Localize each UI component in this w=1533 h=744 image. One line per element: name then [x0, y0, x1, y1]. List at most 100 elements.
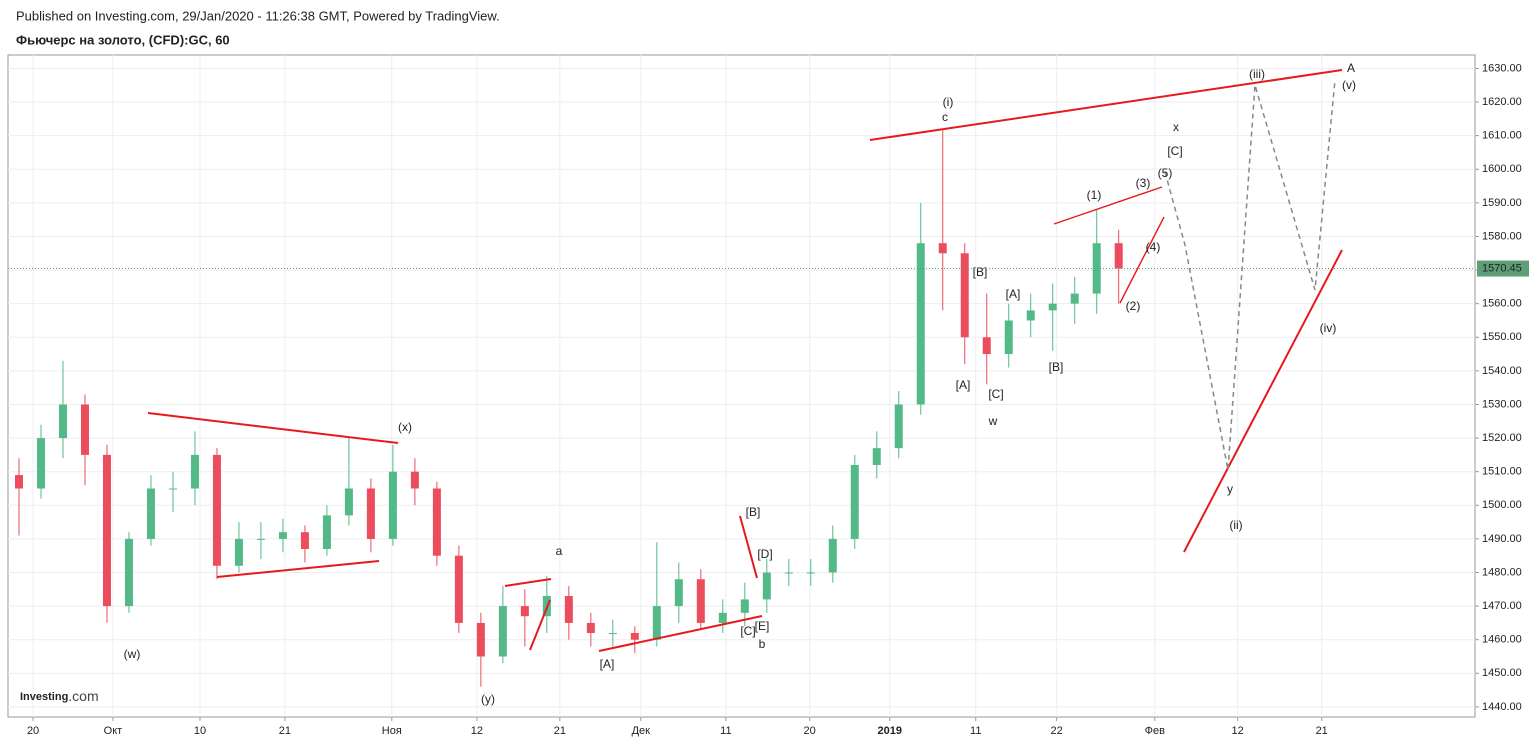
x-tick-label: Ноя — [382, 725, 402, 737]
candle-body — [1114, 243, 1123, 269]
candle-body — [366, 488, 375, 539]
trend-line — [1053, 186, 1163, 225]
x-tick-label: 21 — [554, 725, 566, 737]
logo-suffix: .com — [68, 688, 98, 704]
y-tick-label: 1550.00 — [1482, 331, 1522, 343]
y-tick-label: 1490.00 — [1482, 533, 1522, 545]
y-tick-label: 1530.00 — [1482, 398, 1522, 410]
y-tick-label: 1540.00 — [1482, 365, 1522, 377]
candle-body — [520, 606, 529, 617]
x-tick-label: 21 — [279, 725, 291, 737]
x-tick-label: Окт — [104, 725, 123, 737]
x-tick-label: 2019 — [877, 725, 901, 737]
wave-labels: (w) (x) (y) a b [A] [B] [C] [D] [E] (i)c [B] [A] [C] w… — [124, 61, 1356, 706]
y-tick-label: 1610.00 — [1482, 130, 1522, 142]
projection-path — [1164, 79, 1336, 471]
y-tick-label: 1500.00 — [1482, 499, 1522, 511]
candle-body — [696, 579, 705, 623]
y-tick-label: 1520.00 — [1482, 432, 1522, 444]
candles — [14, 128, 1123, 687]
wave-label: (i) — [943, 95, 954, 109]
candle-body — [146, 488, 155, 539]
wave-label: [A] — [956, 378, 971, 392]
trend-line — [1183, 249, 1343, 553]
wave-label: x — [1173, 120, 1179, 134]
wave-label: [B] — [1049, 360, 1064, 374]
wave-label: (3) — [1136, 176, 1151, 190]
candle-body — [916, 243, 925, 405]
candle-body — [674, 579, 683, 607]
wave-label: y — [1227, 482, 1233, 496]
candle-body — [784, 572, 793, 574]
last-price-label: 1570.45 — [1482, 262, 1522, 274]
wave-label: (4) — [1146, 240, 1161, 254]
published-note: Published on Investing.com, 29/Jan/2020 … — [16, 8, 500, 23]
candle-body — [740, 599, 749, 613]
plot-frame — [7, 54, 1476, 718]
wave-label: [C] — [740, 624, 755, 638]
x-tick-label: 20 — [27, 725, 39, 737]
logo: Investing.com — [20, 688, 99, 704]
wave-label: [C] — [988, 387, 1003, 401]
x-tick-label: 10 — [194, 725, 206, 737]
y-tick-label: 1600.00 — [1482, 163, 1522, 175]
trend-line — [1119, 216, 1165, 304]
candle-body — [168, 488, 177, 490]
y-tick-label: 1450.00 — [1482, 667, 1522, 679]
candle-body — [58, 404, 67, 439]
x-tick-label: 12 — [471, 725, 483, 737]
candle-body — [894, 404, 903, 449]
y-tick-label: 1620.00 — [1482, 96, 1522, 108]
grid — [8, 55, 1475, 717]
y-tick-label: 1480.00 — [1482, 566, 1522, 578]
candle-body — [938, 243, 947, 254]
trend-line — [216, 560, 380, 578]
candle-body — [806, 572, 815, 574]
trend-line — [598, 615, 763, 652]
candle-body — [718, 612, 727, 623]
wave-label: [D] — [757, 547, 772, 561]
trend-line — [504, 578, 552, 587]
candle-body — [1048, 303, 1057, 311]
candle-body — [1026, 310, 1035, 321]
trend-line — [529, 599, 551, 651]
wave-label: (2) — [1126, 299, 1141, 313]
candle-body — [300, 532, 309, 549]
trend-line — [147, 412, 399, 444]
candle-body — [256, 538, 265, 540]
y-tick-label: 1440.00 — [1482, 701, 1522, 713]
x-tick-label: 21 — [1316, 725, 1328, 737]
wave-label: [C] — [1167, 144, 1182, 158]
y-tick-label: 1590.00 — [1482, 197, 1522, 209]
candle-body — [828, 538, 837, 573]
wave-label: (ii) — [1229, 518, 1242, 532]
trend-line — [869, 69, 1343, 141]
candle-body — [278, 532, 287, 539]
candle-body — [212, 454, 221, 566]
wave-label: (x) — [398, 420, 412, 434]
y-tick-label: 1510.00 — [1482, 466, 1522, 478]
candle-body — [982, 337, 991, 355]
candle-body — [388, 471, 397, 539]
candle-body — [234, 538, 243, 566]
wave-label: [B] — [746, 505, 761, 519]
wave-label: b — [759, 637, 766, 651]
y-tick-label: 1560.00 — [1482, 298, 1522, 310]
wave-label: [A] — [1006, 287, 1021, 301]
candle-body — [762, 572, 771, 600]
x-tick-label: 11 — [720, 725, 731, 737]
x-tick-label: 20 — [804, 725, 816, 737]
candle-body — [1092, 243, 1101, 294]
wave-label: (y) — [481, 692, 495, 706]
candle-body — [652, 606, 661, 640]
candle-body — [872, 448, 881, 465]
x-tick-label: Фев — [1145, 725, 1165, 737]
candle-body — [850, 464, 859, 539]
y-tick-label: 1630.00 — [1482, 62, 1522, 74]
wave-label: [B] — [973, 265, 988, 279]
logo-brand: Investing — [20, 691, 68, 703]
wave-label: (iii) — [1249, 67, 1265, 81]
candle-body — [960, 253, 969, 338]
candle-body — [564, 596, 573, 623]
wave-label: w — [988, 414, 998, 428]
